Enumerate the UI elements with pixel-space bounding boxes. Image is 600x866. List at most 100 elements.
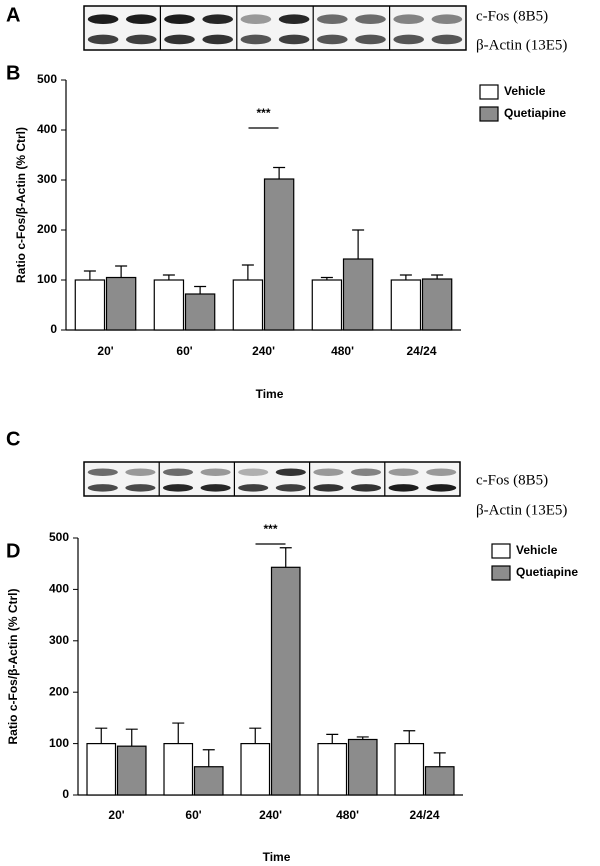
blot-band	[162, 468, 194, 476]
blot-band	[200, 468, 231, 476]
blot-band	[393, 34, 424, 45]
y-tick-label: 300	[37, 172, 57, 186]
error-bar	[326, 733, 339, 744]
bar	[263, 178, 295, 331]
y-tick-label: 0	[62, 787, 69, 801]
blot-label: β-Actin (13E5)	[476, 37, 567, 53]
y-axis-label: Ratio c-Fos/β-Actin (% Ctrl)	[14, 127, 28, 283]
bar	[424, 766, 455, 796]
y-tick-label: 400	[49, 582, 69, 596]
x-tick-label: 240'	[252, 344, 275, 358]
y-tick-label: 100	[37, 272, 57, 286]
y-tick-label: 500	[37, 72, 57, 86]
blot-band	[202, 34, 233, 45]
blot-band	[313, 468, 344, 476]
legend-swatch	[491, 565, 511, 581]
blot-band	[275, 484, 306, 492]
blot-band	[313, 484, 344, 492]
bar	[86, 742, 117, 796]
error-bar	[433, 752, 446, 767]
blot-band	[240, 34, 272, 45]
blot-band	[125, 468, 156, 476]
bar	[105, 276, 137, 331]
bar	[270, 566, 301, 796]
bar	[232, 279, 264, 331]
error-bar	[194, 285, 207, 294]
bar	[342, 258, 374, 331]
error-bar	[356, 736, 369, 740]
error-bar	[172, 722, 185, 744]
blot-band	[240, 14, 272, 25]
bar	[347, 738, 378, 796]
annotation: ***	[256, 106, 270, 120]
x-axis-label: Time	[256, 387, 284, 401]
legend-swatch	[479, 106, 499, 122]
blot-band	[388, 484, 419, 492]
blot-band	[388, 468, 419, 476]
panel-label: D	[6, 540, 20, 562]
x-tick-label: 20'	[108, 808, 124, 822]
annotation: ***	[263, 522, 277, 536]
x-tick-label: 60'	[185, 808, 201, 822]
bar	[394, 742, 425, 796]
error-bar	[352, 229, 365, 259]
error-bar	[399, 274, 412, 280]
blot-band	[278, 34, 310, 45]
blot-label: c-Fos (8B5)	[476, 8, 548, 24]
blot-band	[278, 14, 310, 25]
bar	[74, 279, 106, 331]
error-bar	[83, 270, 96, 280]
blot-band	[431, 14, 463, 25]
error-bar	[202, 749, 215, 767]
blot-band	[355, 34, 386, 45]
blot-band	[238, 468, 269, 476]
error-bar	[95, 727, 108, 744]
blot-band	[350, 468, 382, 476]
blot-label: β-Actin (13E5)	[476, 502, 567, 518]
error-bar	[125, 728, 138, 747]
blot-band	[200, 484, 231, 492]
blot-band	[275, 468, 306, 476]
error-bar	[279, 547, 292, 568]
blot-band	[164, 34, 195, 45]
blot-band	[126, 34, 157, 45]
bar	[193, 766, 224, 796]
blot-band	[317, 34, 348, 45]
x-tick-label: 60'	[176, 344, 192, 358]
error-bar	[431, 274, 444, 279]
bar	[163, 742, 194, 796]
blot-band	[426, 484, 457, 492]
error-bar	[249, 727, 262, 744]
x-tick-label: 20'	[97, 344, 113, 358]
blot-band	[350, 484, 382, 492]
blot-band	[426, 468, 457, 476]
panel-label: C	[6, 428, 20, 450]
error-bar	[241, 264, 254, 280]
blot-band	[87, 484, 118, 492]
legend-label: Quetiapine	[504, 106, 566, 120]
y-axis-label: Ratio c-Fos/β-Actin (% Ctrl)	[6, 589, 20, 745]
error-bar	[403, 730, 416, 744]
legend-label: Vehicle	[504, 84, 546, 98]
blot-band	[431, 34, 463, 45]
y-tick-label: 200	[49, 684, 69, 698]
bar	[240, 742, 271, 796]
legend-label: Vehicle	[516, 543, 558, 557]
x-axis-label: Time	[263, 850, 291, 864]
panel-label: A	[6, 4, 20, 26]
blot-band	[87, 468, 118, 476]
error-bar	[115, 265, 128, 278]
y-tick-label: 100	[49, 736, 69, 750]
blot-band	[317, 14, 348, 25]
bar	[311, 279, 343, 331]
x-tick-label: 480'	[336, 808, 359, 822]
blot-band	[393, 14, 424, 25]
panel-label: B	[6, 62, 20, 84]
y-tick-label: 400	[37, 122, 57, 136]
blot-band	[238, 484, 269, 492]
y-tick-label: 300	[49, 633, 69, 647]
x-tick-label: 240'	[259, 808, 282, 822]
bar	[317, 742, 348, 796]
